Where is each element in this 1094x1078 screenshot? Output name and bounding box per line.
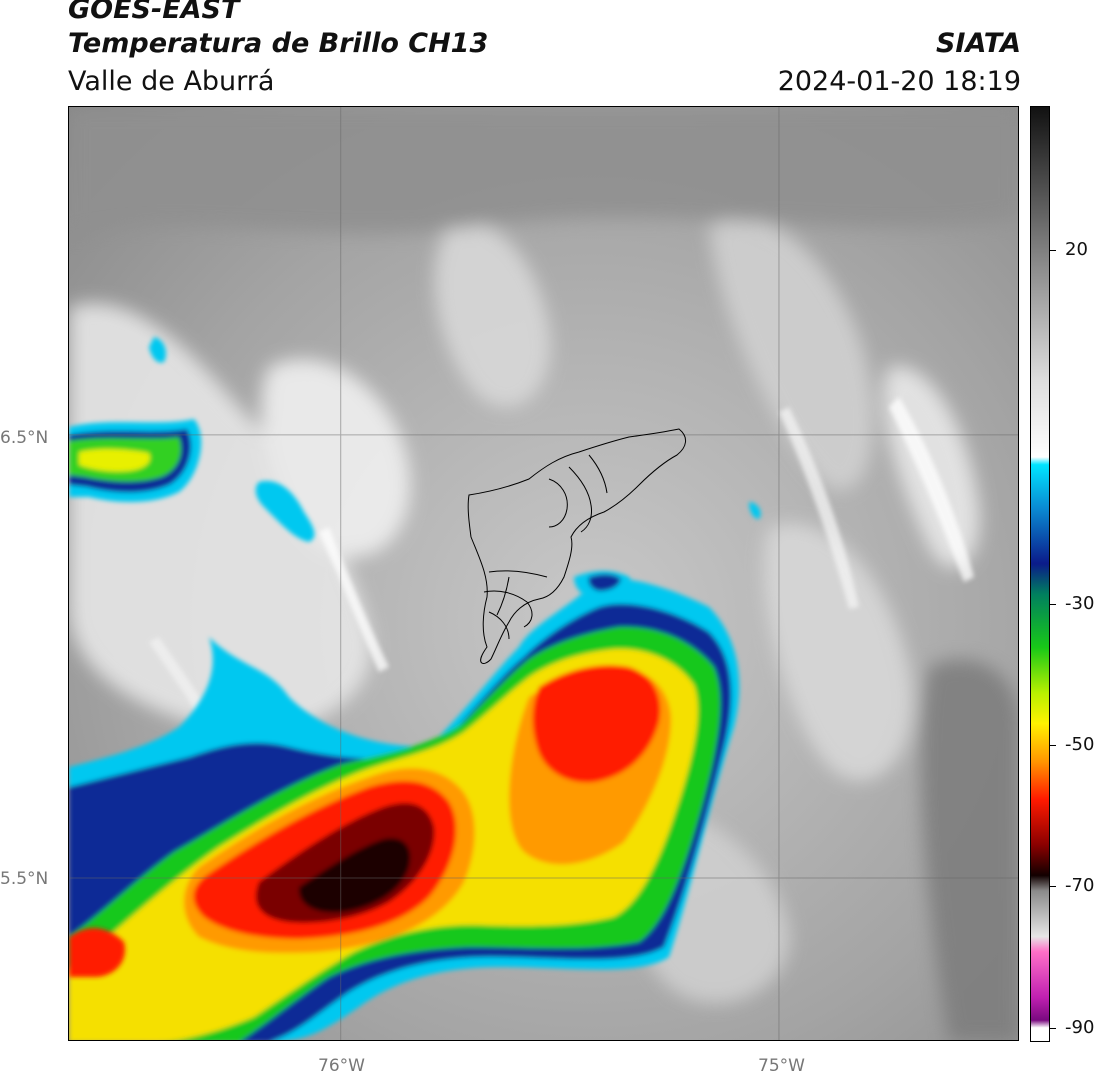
lat-tick-label-5-5n: 5.5°N [0, 869, 49, 889]
lon-tick-label-76w: 76°W [318, 1056, 365, 1076]
storm-west [69, 337, 315, 977]
lon-tick-label-75w: 75°W [758, 1056, 805, 1076]
municipal-boundaries [467, 428, 686, 664]
timestamp-label: 2024-01-20 18:19 [777, 66, 1021, 97]
colorbar [1030, 106, 1050, 1042]
organization-label: SIATA [935, 28, 1021, 59]
colorbar-tick-minus50 [1050, 745, 1056, 746]
product-title: Temperatura de Brillo CH13 [68, 28, 489, 59]
colorbar-label-minus30: -30 [1065, 593, 1094, 614]
colorbar-label-minus90: -90 [1065, 1017, 1094, 1038]
storm-main [69, 578, 740, 1040]
colorbar-tick-minus70 [1050, 886, 1056, 887]
storm-north-cells [574, 502, 761, 599]
band-red [532, 665, 661, 783]
colorbar-label-minus50: -50 [1065, 734, 1094, 755]
colorbar-tick-minus30 [1050, 604, 1056, 605]
band-black [298, 838, 411, 913]
colorbar-tick-20 [1050, 250, 1056, 251]
lat-tick-label-6-5n: 6.5°N [0, 428, 49, 448]
colorbar-gradient [1031, 107, 1049, 1041]
satellite-map [68, 106, 1019, 1041]
region-subtitle: Valle de Aburrá [68, 66, 275, 97]
colorbar-label-minus70: -70 [1065, 875, 1094, 896]
gridlines [69, 107, 1018, 1040]
colorbar-label-20: 20 [1065, 239, 1088, 260]
colorbar-tick-minus90 [1050, 1028, 1056, 1029]
satellite-title: GOES-EAST [68, 0, 240, 25]
